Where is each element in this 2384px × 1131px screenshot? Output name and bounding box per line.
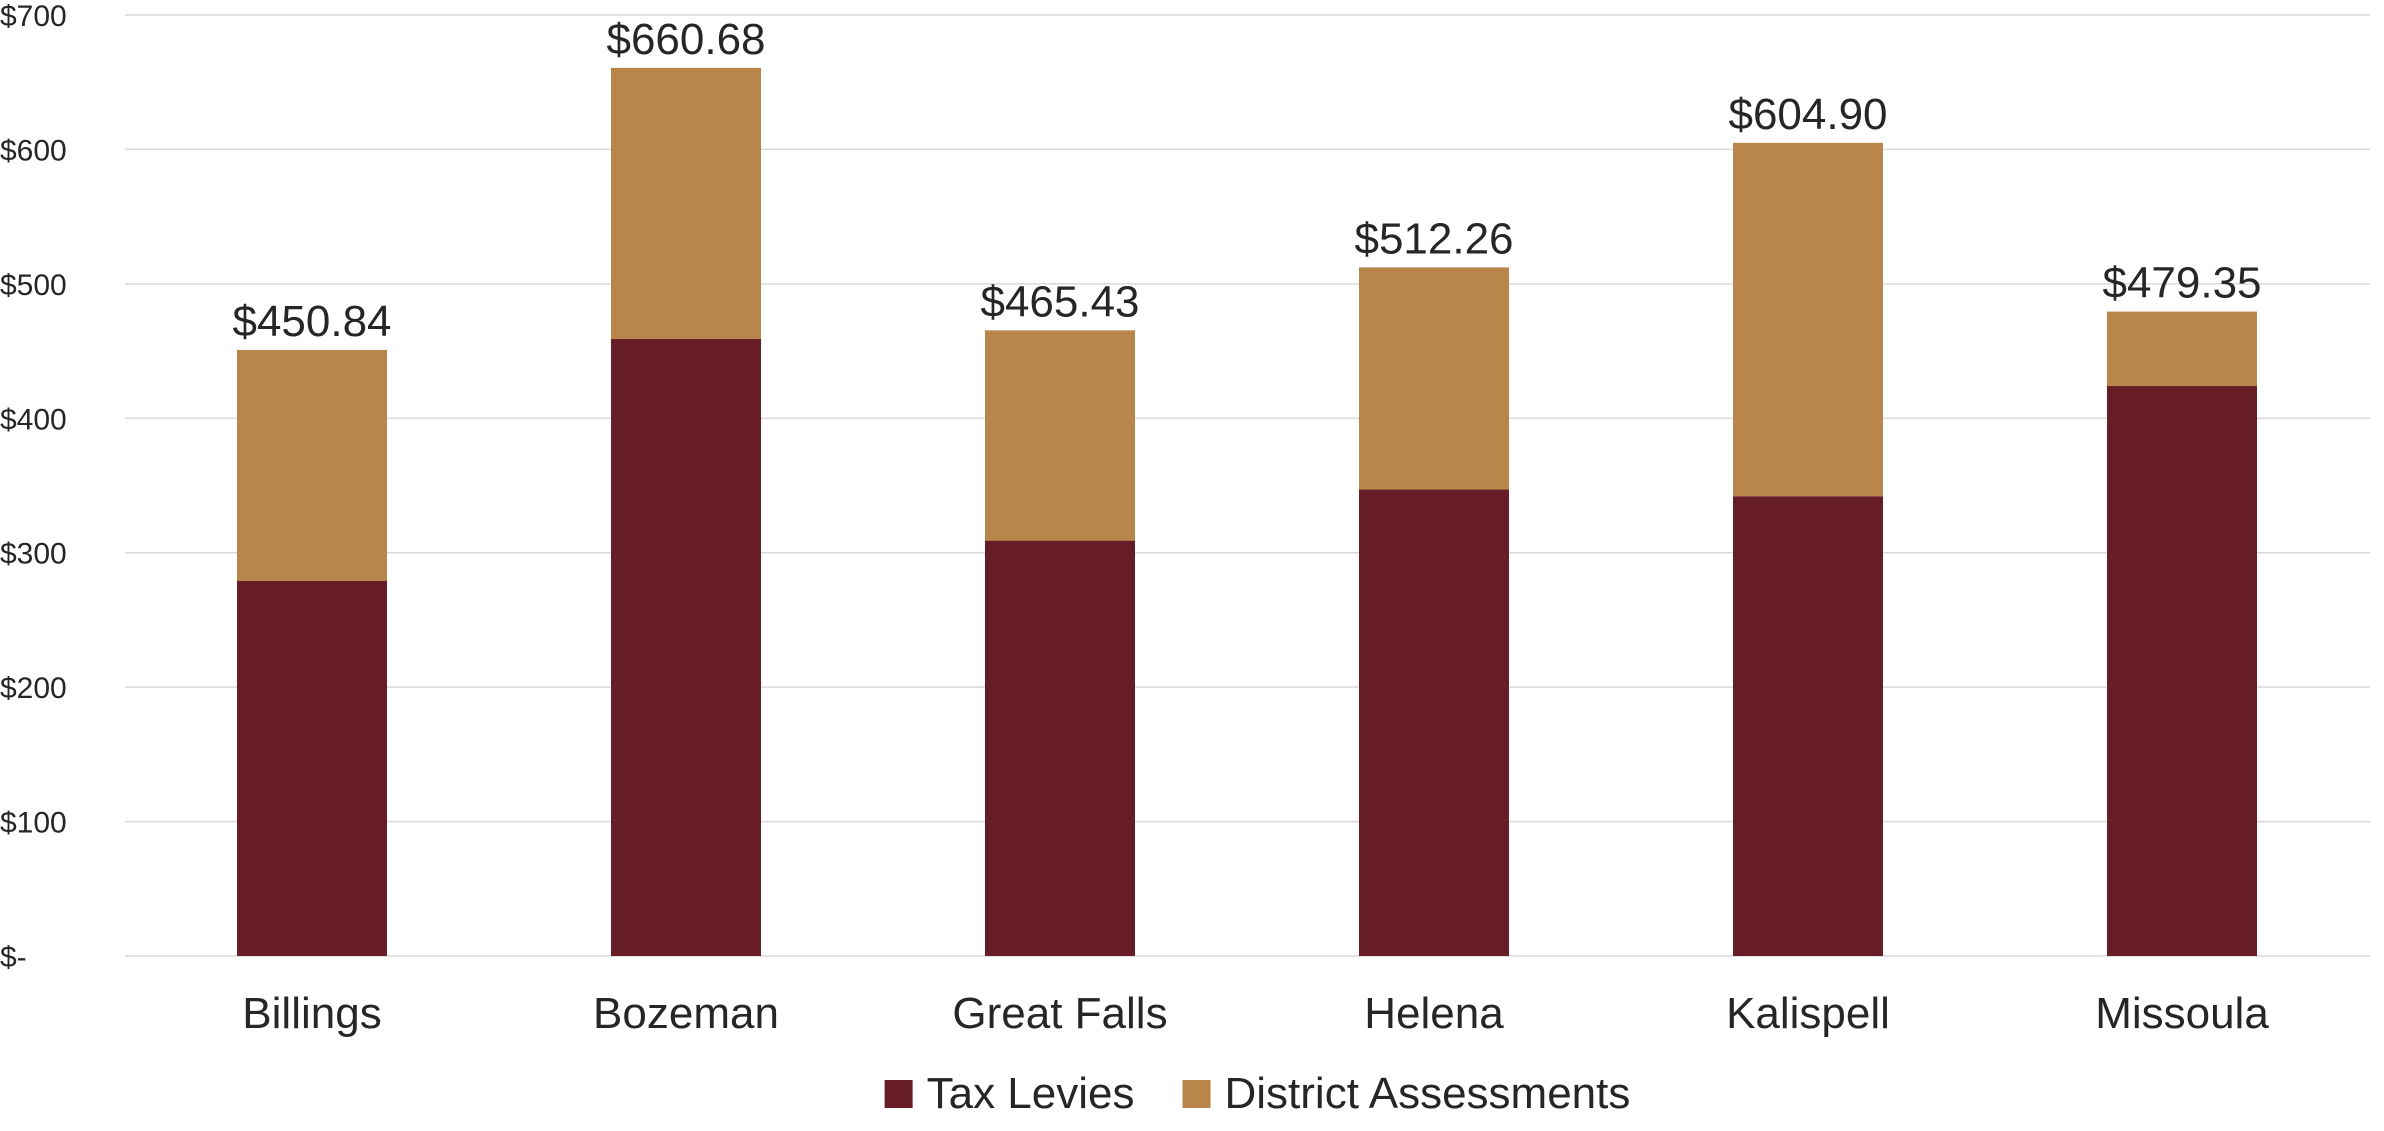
bar-segment-tax-levies [1733, 496, 1883, 956]
bar-total-label: $512.26 [1354, 214, 1513, 263]
bar-segment-tax-levies [611, 338, 761, 956]
gridlines [125, 14, 2370, 957]
bar-segment-district-assessments [611, 67, 761, 339]
y-tick-label: $500 [0, 269, 67, 302]
y-tick-label: $400 [0, 403, 67, 436]
bar-segment-district-assessments [1359, 267, 1509, 490]
bar-segment-tax-levies [237, 580, 387, 956]
x-tick-label: Bozeman [593, 989, 779, 1038]
bar-total-label: $465.43 [980, 277, 1139, 326]
legend-swatch [1182, 1080, 1211, 1108]
bars [237, 67, 2257, 957]
bar-segment-tax-levies [985, 540, 1135, 956]
x-axis-tick-labels: Billings Bozeman Great Falls Helena Kalispel… [242, 989, 2269, 1038]
legend-label: Tax Levies [927, 1069, 1135, 1118]
y-tick-label: $700 [0, 0, 67, 33]
y-tick-label: $300 [0, 538, 67, 571]
bar-segment-district-assessments [1733, 142, 1883, 497]
x-tick-label: Kalispell [1726, 989, 1890, 1038]
y-axis-tick-labels: $- $100 $200 $300 $400 $500 $600 $700 [0, 0, 67, 974]
bar-total-label: $604.90 [1728, 90, 1887, 139]
legend-item-tax-levies: Tax Levies [884, 1069, 1135, 1118]
x-tick-label: Great Falls [952, 989, 1167, 1038]
bar-total-label: $660.68 [606, 15, 765, 64]
legend-item-district-assessments: District Assessments [1182, 1069, 1631, 1118]
x-tick-label: Helena [1364, 989, 1504, 1038]
bar-total-label: $450.84 [232, 297, 391, 346]
bar-segment-tax-levies [1359, 489, 1509, 956]
legend: Tax Levies District Assessments [884, 1069, 1631, 1118]
bar-total-labels: $450.84 $660.68 $465.43 $512.26 $604.90 $479.… [232, 15, 2261, 346]
y-tick-label: $100 [0, 807, 67, 840]
y-tick-label: $600 [0, 134, 67, 167]
legend-label: District Assessments [1225, 1069, 1631, 1118]
bar-segment-tax-levies [2107, 386, 2257, 957]
x-tick-label: Billings [242, 989, 381, 1038]
x-tick-label: Missoula [2095, 989, 2269, 1038]
bar-segment-district-assessments [2107, 311, 2257, 387]
y-tick-label: $- [0, 941, 27, 974]
y-tick-label: $200 [0, 672, 67, 705]
bar-total-label: $479.35 [2102, 259, 2261, 308]
bar-segment-district-assessments [237, 349, 387, 581]
legend-swatch [884, 1080, 913, 1108]
bar-segment-district-assessments [985, 330, 1135, 541]
